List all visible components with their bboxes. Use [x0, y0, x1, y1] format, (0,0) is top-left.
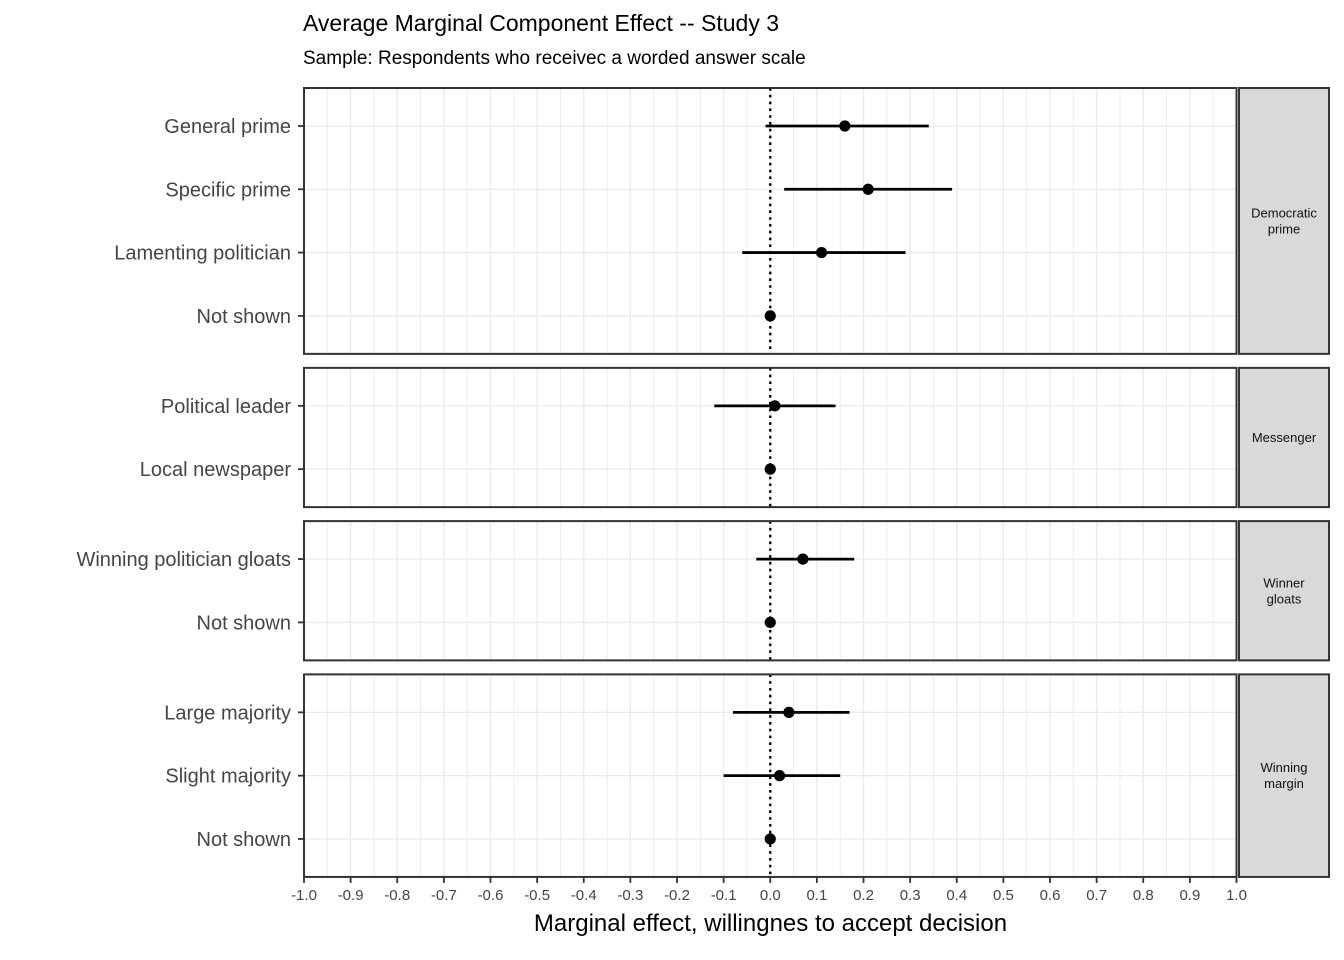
- x-tick-label: -0.6: [478, 887, 504, 904]
- point-estimate: [773, 770, 786, 782]
- facet-strip-label: Winning: [1261, 760, 1308, 775]
- row-label: Not shown: [197, 829, 292, 851]
- point-estimate: [797, 553, 809, 565]
- facet-strip-label: prime: [1268, 221, 1301, 236]
- facet-strip-label: Winner: [1263, 575, 1305, 590]
- point-estimate: [783, 706, 795, 718]
- facet-strip-label: margin: [1264, 776, 1304, 791]
- x-tick-label: 0.1: [806, 887, 827, 904]
- x-tick-label: 0.9: [1179, 887, 1200, 904]
- x-tick-label: 0.5: [993, 887, 1014, 904]
- x-tick-label: -0.9: [338, 887, 364, 904]
- facet-strip-label: gloats: [1267, 591, 1302, 606]
- row-label: Local newspaper: [140, 459, 292, 481]
- point-estimate: [764, 310, 776, 322]
- facet-strip-label: Messenger: [1252, 430, 1317, 445]
- x-tick-label: -1.0: [291, 887, 317, 904]
- x-tick-label: 0.4: [946, 887, 967, 904]
- x-tick-label: -0.8: [384, 887, 410, 904]
- row-label: Large majority: [164, 702, 291, 724]
- x-tick-label: 0.2: [853, 887, 874, 904]
- point-estimate: [769, 400, 781, 412]
- row-label: Specific prime: [165, 179, 291, 201]
- row-label: Not shown: [197, 612, 292, 634]
- x-axis-title: Marginal effect, willingnes to accept de…: [533, 910, 1008, 937]
- point-estimate: [839, 120, 851, 132]
- point-estimate: [764, 463, 776, 475]
- facet-panel: Large majority Slight majority Not shown Wi…: [164, 673, 1330, 878]
- row-label: Political leader: [161, 396, 291, 418]
- x-tick-label: -0.2: [664, 887, 690, 904]
- facet-strip: [1238, 673, 1330, 878]
- row-label: Not shown: [197, 306, 292, 328]
- x-tick-label: 0.6: [1040, 887, 1061, 904]
- x-tick-label: 0.3: [900, 887, 921, 904]
- panel-border: [303, 87, 1238, 355]
- row-label: Winning politician gloats: [76, 549, 291, 571]
- row-label: General prime: [164, 116, 291, 138]
- facet-panel: Winning politician gloats Not shown Winner…: [76, 520, 1330, 662]
- panel-border: [303, 366, 1238, 509]
- x-tick-label: 0.0: [760, 887, 781, 904]
- x-tick-label: -0.3: [617, 887, 643, 904]
- point-estimate: [764, 616, 776, 629]
- x-tick-label: -0.1: [711, 887, 737, 904]
- row-label: Slight majority: [165, 766, 291, 788]
- x-tick-label: 0.8: [1133, 887, 1154, 904]
- panel-border: [303, 520, 1238, 662]
- chart-subtitle: Sample: Respondents who receivec a worde…: [303, 48, 806, 69]
- facet-strip: [1238, 520, 1330, 662]
- point-estimate: [862, 183, 874, 195]
- x-tick-label: 1.0: [1226, 887, 1247, 904]
- facet-strip: [1238, 366, 1330, 509]
- facet-panel: General prime Specific prime Lamenting pol…: [114, 87, 1330, 355]
- x-tick-label: 0.7: [1086, 887, 1107, 904]
- facet-strip-label: Democratic: [1251, 205, 1317, 220]
- x-tick-label: -0.7: [431, 887, 457, 904]
- x-tick-label: -0.4: [571, 887, 597, 904]
- x-tick-label: -0.5: [524, 887, 550, 904]
- chart-title: Average Marginal Component Effect -- Stu…: [303, 10, 780, 36]
- point-estimate: [815, 246, 828, 259]
- facet-strip: [1238, 87, 1330, 355]
- point-estimate: [764, 833, 776, 845]
- facet-panel: Political leader Local newspaper Messenger: [140, 366, 1330, 509]
- row-label: Lamenting politician: [114, 243, 291, 265]
